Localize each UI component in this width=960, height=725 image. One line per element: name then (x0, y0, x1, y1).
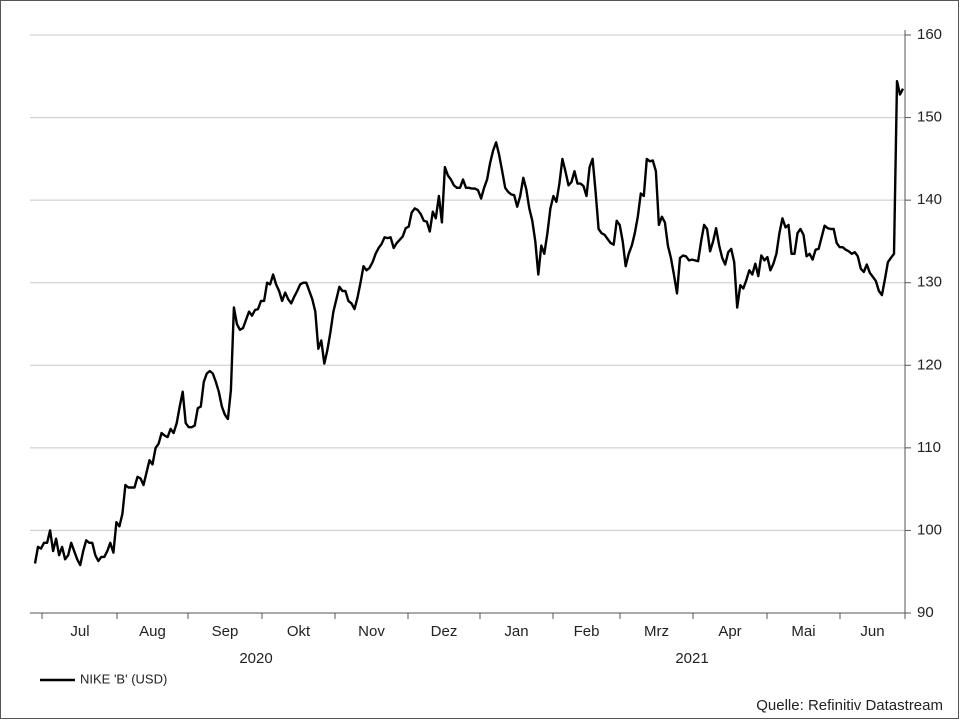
x-tick-label: Jul (70, 623, 89, 640)
y-tick-label: 120 (917, 356, 942, 373)
x-tick-label: Mai (791, 623, 815, 640)
price-line (33, 79, 905, 567)
year-label: 2020 (239, 650, 272, 667)
year-label: 2021 (675, 650, 708, 667)
x-tick-label: Nov (358, 623, 385, 640)
y-tick-label: 140 (917, 191, 942, 208)
y-tick-label: 110 (917, 439, 941, 456)
x-tick-label: Feb (574, 623, 600, 640)
y-tick-label: 150 (917, 109, 942, 126)
legend-label: NIKE 'B' (USD) (80, 671, 167, 686)
x-tick-label: Apr (718, 623, 741, 640)
source: Quelle: Refinitiv Datastream (756, 697, 943, 714)
x-tick-label: Sep (212, 623, 239, 640)
x-tick-label: Aug (139, 623, 166, 640)
y-tick-label: 100 (917, 521, 942, 538)
x-tick-label: Okt (287, 623, 311, 640)
x-tick-label: Jun (860, 623, 884, 640)
x-tick-label: Mrz (644, 623, 669, 640)
x-tick-label: Jan (504, 623, 528, 640)
y-tick-label: 130 (917, 274, 942, 291)
y-tick-label: 160 (917, 26, 942, 43)
y-tick-label: 90 (917, 604, 934, 621)
x-tick-label: Dez (431, 623, 458, 640)
